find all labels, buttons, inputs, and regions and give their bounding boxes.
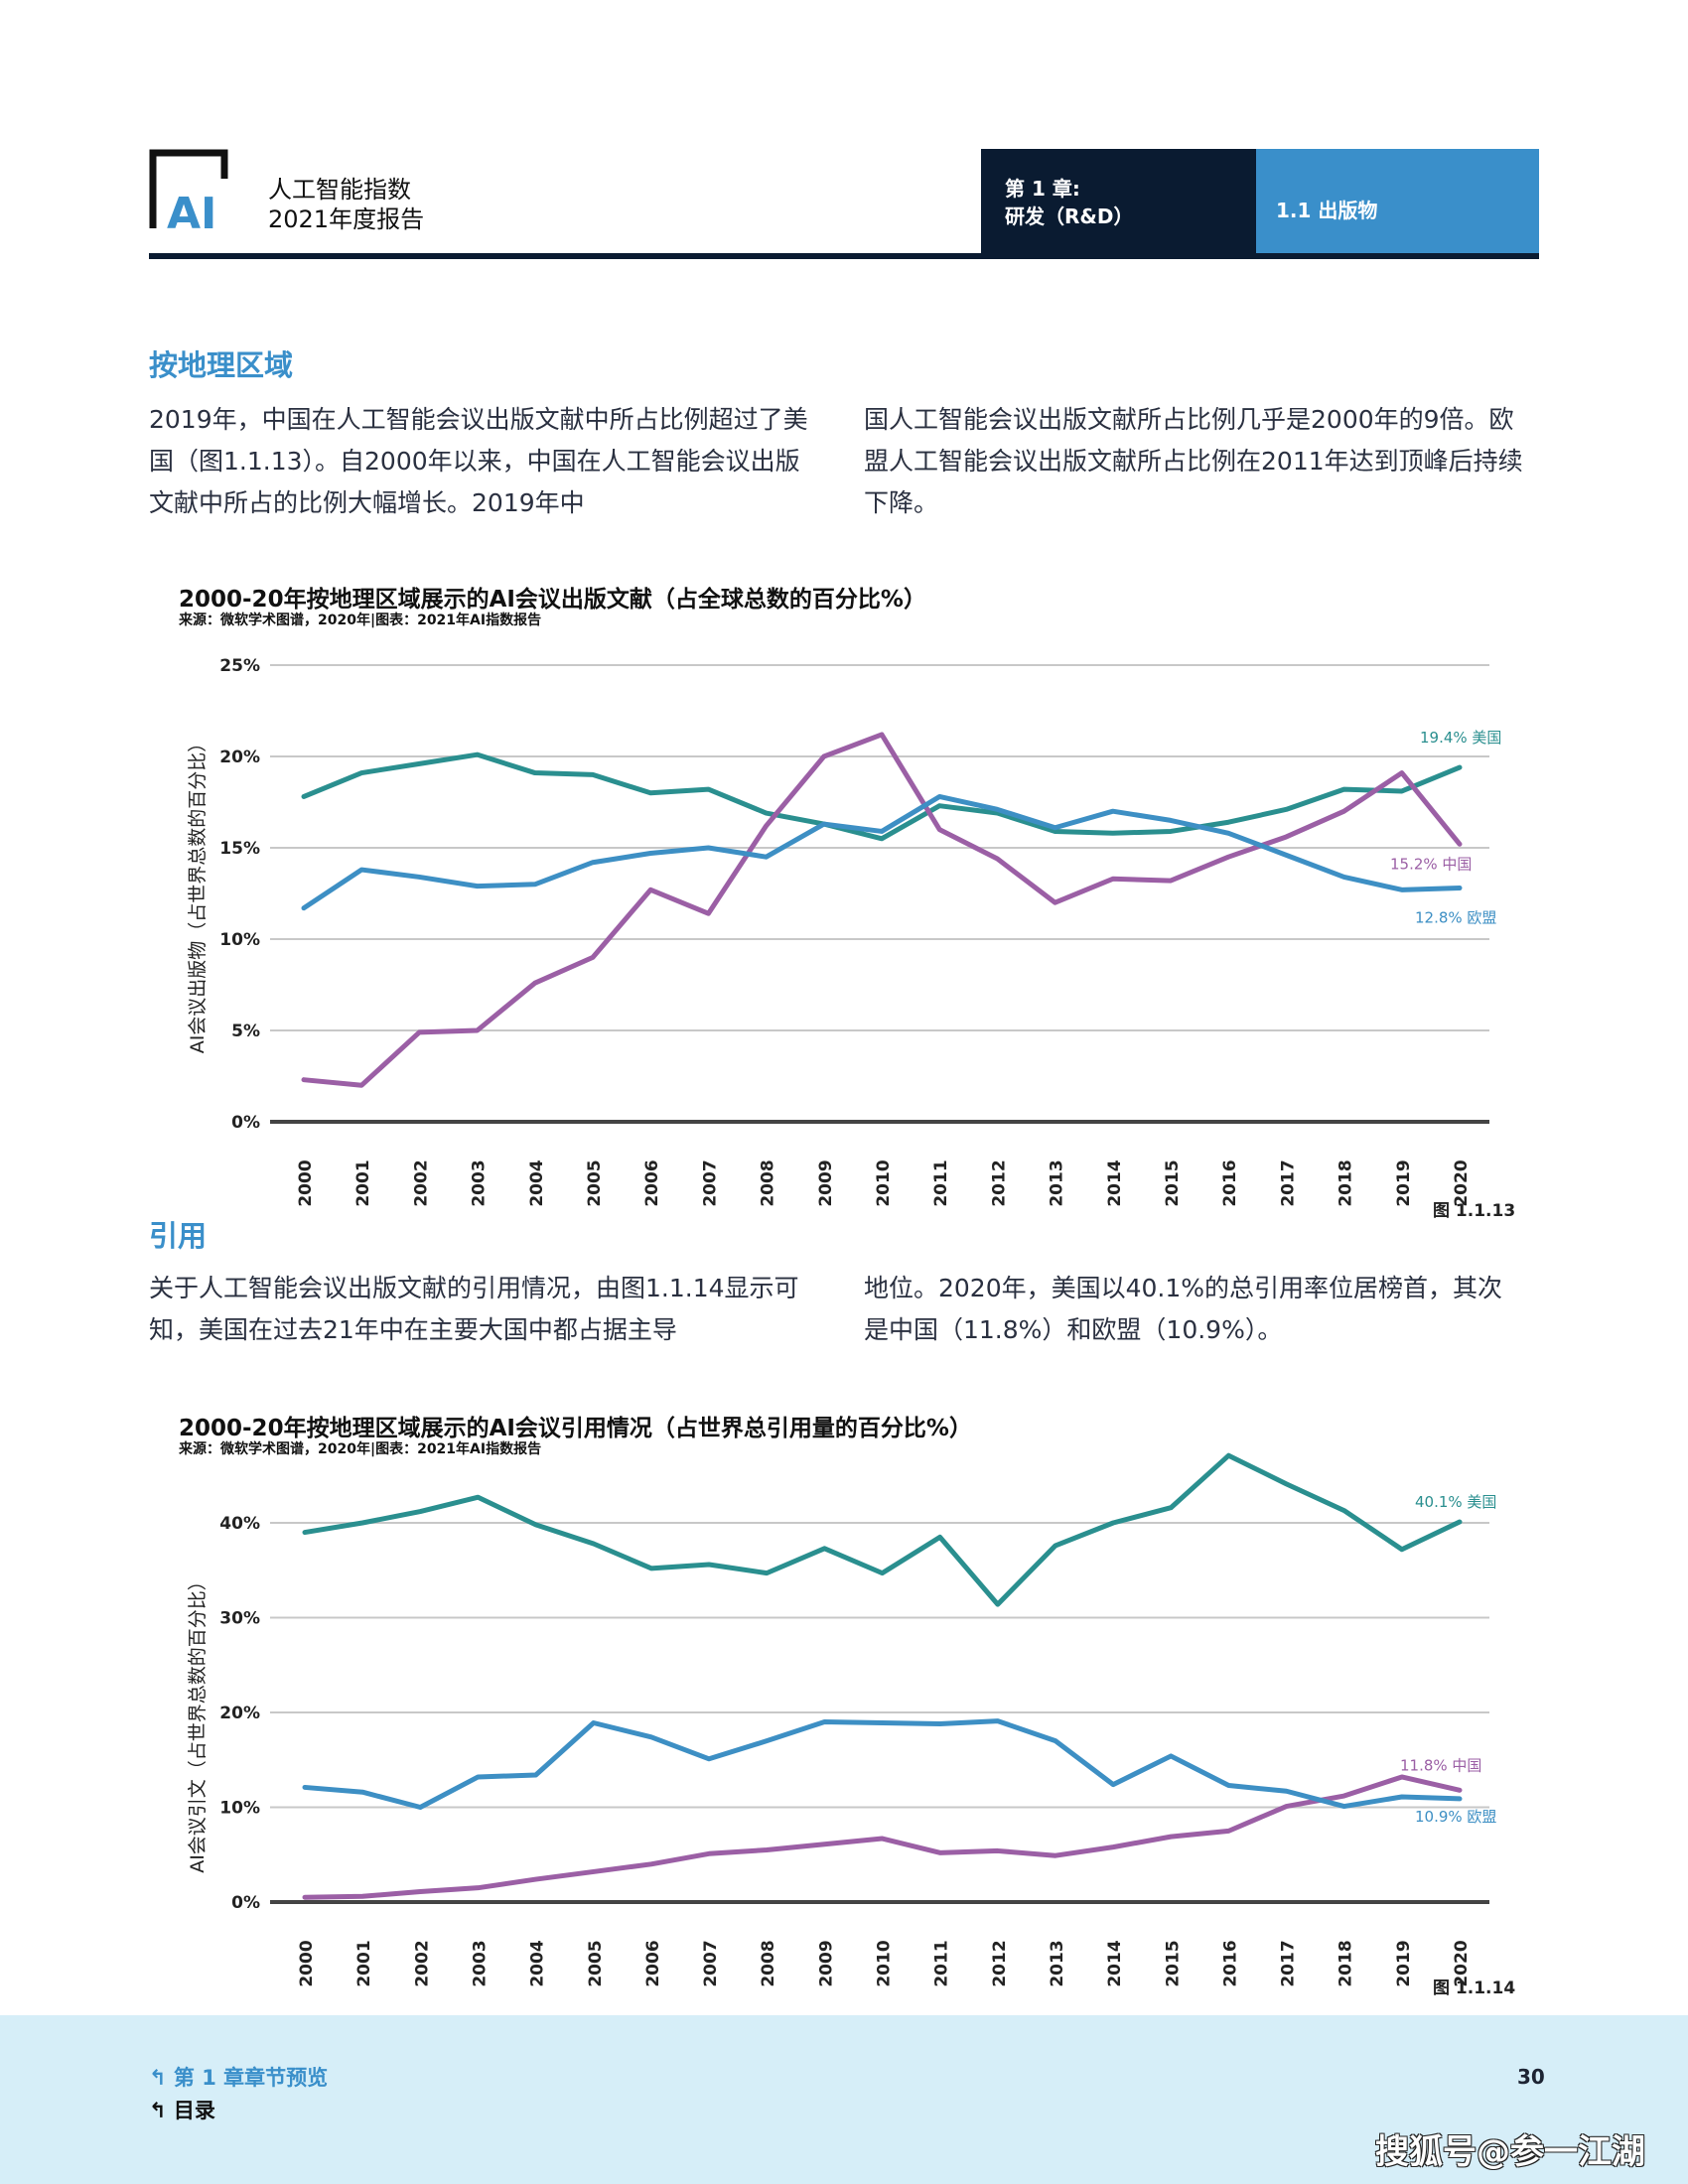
return-arrow-icon: ↰ xyxy=(149,2099,167,2122)
report-title-line2: 2021年度报告 xyxy=(268,205,425,233)
x-tick-label: 2016 xyxy=(1220,1160,1240,1206)
chart1-source: 来源：微软学术图谱，2020年|图表：2021年AI指数报告 xyxy=(179,613,542,628)
y-tick-label: 15% xyxy=(219,839,260,859)
chart2-title: 2000-20年按地理区域展示的AI会议引用情况（占世界总引用量的百分比%） xyxy=(179,1416,972,1441)
paragraph-left-2: 关于人工智能会议出版文献的引用情况，由图1.1.14显示可知，美国在过去21年中… xyxy=(149,1274,799,1344)
x-tick-label: 2000 xyxy=(297,1940,317,1986)
footer xyxy=(0,2015,1688,2184)
chapter-tab[interactable]: 第 1 章: 研发（R&D） xyxy=(981,149,1256,256)
series-end-label: 15.2% 中国 xyxy=(1390,855,1472,873)
x-tick-label: 2001 xyxy=(354,1940,374,1986)
x-tick-label: 2014 xyxy=(1105,1160,1125,1206)
x-tick-label: 2009 xyxy=(816,1160,836,1206)
y-tick-label: 40% xyxy=(219,1514,260,1534)
x-tick-label: 2004 xyxy=(527,1160,547,1206)
x-tick-label: 2007 xyxy=(701,1940,721,1986)
report-title-line1: 人工智能指数 xyxy=(268,176,411,204)
series-line-中国 xyxy=(302,1774,1463,1900)
ai-index-logo: AI xyxy=(149,149,228,230)
x-tick-label: 2017 xyxy=(1279,1940,1299,1986)
x-tick-label: 2011 xyxy=(932,1940,952,1986)
header-rule xyxy=(149,253,1539,259)
x-tick-label: 2017 xyxy=(1278,1160,1298,1206)
paragraph-right: 国人工智能会议出版文献所占比例几乎是2000年的9倍。欧盟人工智能会议出版文献所… xyxy=(864,405,1523,517)
logo-text: AI xyxy=(167,189,216,230)
y-axis-label: AI会议出版物（占世界总数的百分比） xyxy=(187,734,209,1054)
watermark: 搜狐号@参一江湖 xyxy=(1375,2132,1645,2172)
x-tick-label: 2008 xyxy=(759,1940,778,1986)
series-end-label: 19.4% 美国 xyxy=(1420,729,1501,747)
y-tick-label: 10% xyxy=(219,1799,260,1819)
x-tick-label: 2012 xyxy=(990,1940,1010,1986)
paragraph-left: 2019年，中国在人工智能会议出版文献中所占比例超过了美国（图1.1.13）。自… xyxy=(149,405,808,517)
x-tick-label: 2002 xyxy=(412,1940,432,1986)
x-tick-label: 2003 xyxy=(470,1160,490,1206)
chapter-number: 第 1 章: xyxy=(1005,177,1080,201)
y-tick-label: 0% xyxy=(231,1893,260,1913)
chapter-preview-link[interactable]: ↰ 第 1 章章节预览 xyxy=(149,2062,328,2092)
y-tick-label: 30% xyxy=(219,1609,260,1629)
x-tick-label: 2015 xyxy=(1163,1940,1183,1986)
chapter-title: 研发（R&D） xyxy=(1005,205,1134,228)
y-axis-label: AI会议引文（占世界总数的百分比） xyxy=(187,1571,209,1873)
series-line-欧盟 xyxy=(302,1718,1463,1810)
y-tick-label: 20% xyxy=(219,1704,260,1723)
toc-label: 目录 xyxy=(173,2099,215,2122)
chart2-source: 来源：微软学术图谱，2020年|图表：2021年AI指数报告 xyxy=(179,1441,542,1457)
x-tick-label: 2002 xyxy=(411,1160,431,1206)
series-end-label: 11.8% 中国 xyxy=(1400,1756,1481,1774)
x-tick-label: 2016 xyxy=(1220,1940,1240,1986)
x-tick-label: 2004 xyxy=(528,1940,548,1986)
x-tick-label: 2010 xyxy=(874,1160,894,1206)
chapter-preview-label: 第 1 章章节预览 xyxy=(173,2066,329,2090)
x-tick-label: 2006 xyxy=(643,1940,663,1986)
y-tick-label: 20% xyxy=(219,748,260,767)
x-tick-label: 2019 xyxy=(1394,1160,1414,1206)
y-tick-label: 10% xyxy=(219,930,260,950)
x-tick-label: 2015 xyxy=(1163,1160,1183,1206)
x-tick-label: 2019 xyxy=(1394,1940,1414,1986)
x-tick-label: 2001 xyxy=(353,1160,373,1206)
section-heading-region: 按地理区域 xyxy=(149,348,294,382)
series-end-label: 10.9% 欧盟 xyxy=(1415,1808,1496,1826)
x-tick-label: 2007 xyxy=(700,1160,720,1206)
y-tick-label: 25% xyxy=(219,656,260,676)
x-tick-label: 2005 xyxy=(585,1160,605,1206)
x-tick-label: 2006 xyxy=(642,1160,662,1206)
series-end-label: 12.8% 欧盟 xyxy=(1415,908,1496,926)
x-tick-label: 2012 xyxy=(989,1160,1009,1206)
paragraph-right-2: 地位。2020年，美国以40.1%的总引用率位居榜首，其次是中国（11.8%）和… xyxy=(864,1274,1503,1344)
section-heading-citations: 引用 xyxy=(149,1219,208,1253)
x-tick-label: 2018 xyxy=(1336,1160,1356,1206)
y-tick-label: 5% xyxy=(231,1022,260,1041)
toc-link[interactable]: ↰ 目录 xyxy=(149,2095,215,2124)
x-tick-label: 2010 xyxy=(875,1940,895,1986)
x-tick-label: 2005 xyxy=(586,1940,606,1986)
series-end-label: 40.1% 美国 xyxy=(1415,1493,1496,1511)
figure-label-2: 图 1.1.14 xyxy=(1433,1979,1516,1998)
x-tick-label: 2020 xyxy=(1452,1160,1472,1206)
series-line-美国 xyxy=(302,1452,1463,1607)
y-tick-label: 0% xyxy=(231,1113,260,1133)
x-tick-label: 2020 xyxy=(1452,1940,1472,1986)
report-title: 人工智能指数 2021年度报告 xyxy=(268,175,424,234)
x-tick-label: 2013 xyxy=(1048,1940,1067,1986)
x-tick-label: 2003 xyxy=(470,1940,490,1986)
chart1-title: 2000-20年按地理区域展示的AI会议出版文献（占全球总数的百分比%） xyxy=(179,587,926,613)
section-tab[interactable]: 1.1 出版物 xyxy=(1256,149,1539,256)
x-tick-label: 2008 xyxy=(759,1160,778,1206)
x-tick-label: 2018 xyxy=(1336,1940,1356,1986)
x-tick-label: 2011 xyxy=(931,1160,951,1206)
page-number: 30 xyxy=(1517,2065,1545,2089)
x-tick-label: 2009 xyxy=(816,1940,836,1986)
x-tick-label: 2000 xyxy=(296,1160,316,1206)
x-tick-label: 2013 xyxy=(1048,1160,1067,1206)
figure-label-1: 图 1.1.13 xyxy=(1433,1201,1516,1221)
return-arrow-icon: ↰ xyxy=(149,2066,167,2090)
x-tick-label: 2014 xyxy=(1105,1940,1125,1986)
